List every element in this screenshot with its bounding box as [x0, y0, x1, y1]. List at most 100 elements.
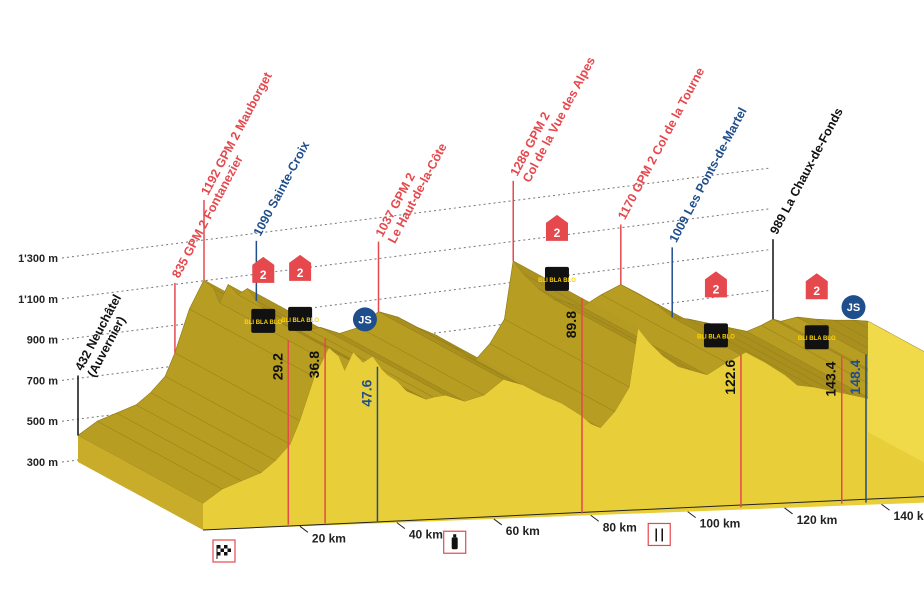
km-markers: 29.2 36.8 47.6 89.8 122.6 143.4 148.4 — [269, 298, 867, 525]
js-badge-text: JS — [847, 302, 860, 314]
bli-bla-blo-badge-bg — [544, 266, 569, 291]
km-marker-label: 89.8 — [563, 311, 579, 338]
bli-bla-blo-badge: BLI BLA BLO — [244, 308, 282, 333]
bli-bla-blo-badge-text: BLI BLA BLO — [281, 318, 319, 324]
km-marker-label: 47.6 — [358, 379, 374, 406]
kom-badge: 2 — [545, 214, 568, 241]
bli-bla-blo-badge-bg — [288, 306, 313, 331]
gridline — [61, 167, 771, 259]
flag-check — [220, 548, 224, 552]
kom-badge-shape — [704, 271, 727, 298]
bli-bla-blo-badge-bg — [804, 325, 829, 350]
altitude-tick-label: 300 m — [27, 457, 58, 469]
kom-badge: 2 — [252, 256, 275, 283]
js-badge-circle — [352, 307, 377, 332]
waypoint-label: 989 La Chaux-de-Fonds — [767, 106, 846, 237]
flag-check — [217, 545, 221, 549]
flag-check — [217, 552, 221, 556]
waypoint-label-text: 989 La Chaux-de-Fonds — [767, 106, 846, 237]
distance-tick-label: 140 km — [894, 509, 924, 523]
altitude-tick-label: 700 m — [27, 375, 58, 387]
bli-bla-blo-badge-bg — [251, 308, 276, 333]
distance-tick — [687, 511, 696, 518]
bli-bla-blo-badge: BLI BLA BLO — [697, 323, 735, 348]
kom-badge-category: 2 — [813, 284, 820, 298]
gridline — [61, 208, 771, 300]
gridline — [61, 249, 771, 341]
distance-tick-label: 80 km — [603, 520, 637, 534]
waypoint-label-text: 1090 Sainte-Croix — [251, 139, 313, 238]
kom-badge-shape — [545, 214, 568, 241]
bli-bla-blo-badge-text: BLI BLA BLO — [798, 336, 836, 342]
distance-tick — [396, 522, 406, 530]
distance-tick — [590, 514, 600, 522]
waypoint-label: 1037 GPM 2Le Haut-de-la-Côte — [373, 141, 450, 246]
kom-badge-shape — [252, 256, 275, 283]
bottle-body — [451, 537, 458, 550]
waypoint-label: 432 Neuchâtel(Auvernier) — [72, 292, 128, 379]
kom-badge: 2 — [704, 271, 727, 298]
km-marker-label: 122.6 — [722, 360, 738, 395]
distance-tick — [784, 507, 793, 515]
distance-tick-label: 40 km — [409, 528, 443, 542]
js-badge-circle — [841, 295, 866, 320]
bottle-cap — [453, 534, 457, 538]
km-marker-label: 143.4 — [823, 361, 839, 396]
altitude-tick-label: 1'100 m — [18, 294, 58, 306]
bli-bla-blo-badge-text: BLI BLA BLO — [538, 278, 576, 284]
start-flag-icon — [212, 539, 236, 563]
distance-tick — [881, 503, 890, 511]
distance-tick-label: 120 km — [797, 513, 838, 527]
waypoint-label: 1192 GPM 2 Mauborget — [198, 69, 275, 197]
distance-tick — [299, 525, 309, 533]
kom-badge-shape — [289, 254, 312, 281]
distance-tick-label: 60 km — [506, 524, 540, 538]
kom-badge: 2 — [805, 273, 828, 300]
kom-badge-category: 2 — [554, 226, 561, 240]
kom-badge: 2 — [289, 254, 312, 281]
elevation-profile — [77, 259, 924, 530]
kom-badge-category: 2 — [260, 268, 267, 282]
bli-bla-blo-badge: BLI BLA BLO — [538, 266, 576, 291]
altitude-axis: 300 m 500 m 700 m 900 m 1'100 m 1'300 m — [18, 253, 58, 469]
profile-right-end — [868, 321, 924, 463]
altitude-tick-label: 500 m — [27, 416, 58, 428]
distance-tick — [493, 518, 503, 526]
profile-left-end — [78, 435, 203, 530]
water-bottle-icon — [443, 530, 467, 554]
bli-bla-blo-badge-bg — [703, 323, 728, 348]
distance-tick-label: 20 km — [312, 531, 346, 545]
flag-check — [227, 548, 231, 552]
kom-badge-category: 2 — [713, 282, 720, 296]
altitude-tick-label: 1'300 m — [18, 253, 58, 265]
bli-bla-blo-badge-text: BLI BLA BLO — [697, 334, 735, 340]
bli-bla-blo-badge-text: BLI BLA BLO — [244, 320, 282, 326]
km-marker-label: 29.2 — [269, 353, 285, 380]
flag-check — [224, 545, 228, 549]
waypoint-label: 1009 Les Ponts-de-Martel — [666, 105, 749, 245]
waypoint-label-text: 1192 GPM 2 Mauborget — [198, 69, 275, 197]
feed-zone-icon — [647, 522, 671, 547]
km-marker-label: 36.8 — [306, 351, 322, 378]
flag-check — [224, 552, 228, 556]
kom-badge-shape — [805, 273, 828, 300]
waypoint-label-text: 1009 Les Ponts-de-Martel — [666, 105, 749, 245]
km-marker-label: 148.4 — [847, 359, 863, 394]
profile-front — [203, 328, 924, 530]
js-badge: JS — [352, 307, 377, 332]
kom-badge-category: 2 — [297, 266, 304, 280]
base-icons — [212, 522, 671, 563]
js-badge-text: JS — [358, 314, 371, 326]
base-icon-frame — [647, 522, 671, 547]
waypoint-sublabel-text: Col de la Vue des Alpes — [520, 55, 598, 185]
js-badge: JS — [841, 295, 866, 320]
bli-bla-blo-badge: BLI BLA BLO — [281, 306, 319, 331]
waypoint-label: 1090 Sainte-Croix — [251, 139, 313, 238]
distance-tick-label: 100 km — [700, 517, 741, 531]
altitude-tick-label: 900 m — [27, 335, 58, 347]
bli-bla-blo-badge: BLI BLA BLO — [798, 325, 836, 350]
